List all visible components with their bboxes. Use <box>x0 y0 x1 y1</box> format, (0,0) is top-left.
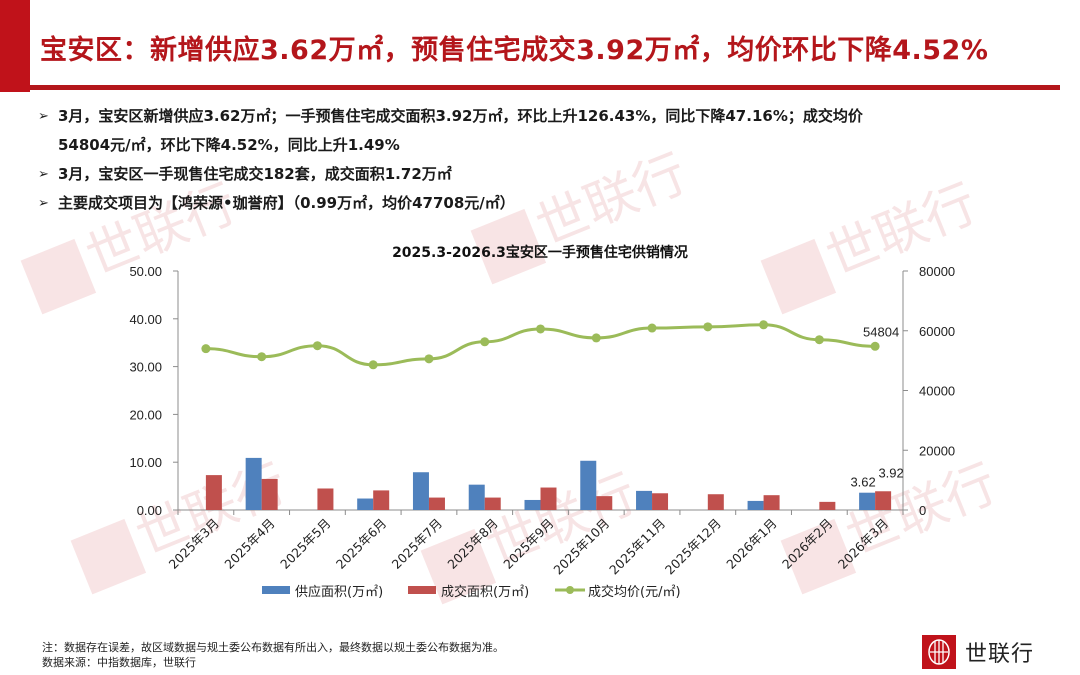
x-axis-tick-label: 2025年11月 <box>606 516 668 578</box>
bar <box>357 498 374 510</box>
bullet-text: 主要成交项目为【鸿荣源•珈誉府】（0.99万㎡，均价47708元/㎡） <box>58 194 515 212</box>
left-axis-tick-label: 0.00 <box>137 503 162 518</box>
x-axis-tick-label: 2025年9月 <box>500 516 556 572</box>
data-label: 3.92 <box>878 465 903 480</box>
title-underline <box>30 85 1060 90</box>
bar <box>652 493 669 510</box>
x-axis-tick-label: 2025年4月 <box>221 516 277 572</box>
price-point <box>759 320 769 330</box>
left-axis-tick-label: 20.00 <box>129 407 162 422</box>
title-accent-block <box>0 0 30 92</box>
bar <box>428 497 445 510</box>
left-axis-tick-label: 40.00 <box>129 312 162 327</box>
bullet-item: ➢ 主要成交项目为【鸿荣源•珈誉府】（0.99万㎡，均价47708元/㎡） <box>38 189 1048 218</box>
x-axis-tick-label: 2025年8月 <box>444 516 500 572</box>
x-axis-tick-label: 2026年3月 <box>835 516 891 572</box>
data-label: 3.62 <box>850 475 875 490</box>
x-axis-tick-label: 2026年1月 <box>723 516 779 572</box>
bar <box>636 490 653 510</box>
chart-title: 2025.3-2026.3宝安区一手预售住宅供销情况 <box>392 245 688 261</box>
right-axis-tick-label: 80000 <box>919 264 955 279</box>
left-axis-tick-label: 30.00 <box>129 360 162 375</box>
bar <box>596 496 613 510</box>
x-axis-tick-label: 2026年2月 <box>779 516 835 572</box>
title-bar: 宝安区：新增供应3.62万㎡，预售住宅成交3.92万㎡，均价环比下降4.52% <box>0 0 1080 92</box>
price-point <box>536 324 545 334</box>
supply-sales-chart: 2025.3-2026.3宝安区一手预售住宅供销情况 0.00 10.00 20.0… <box>0 230 1080 610</box>
footnote-note: 注：数据存在误差，故区域数据与规土委公布数据有所出入，最终数据以规土委公布数据为… <box>42 641 504 654</box>
bar <box>540 487 557 510</box>
x-axis-tick-label: 2025年12月 <box>662 516 724 578</box>
bar <box>859 492 876 510</box>
legend-swatch-icon <box>262 586 290 594</box>
footnote: 注：数据存在误差，故区域数据与规土委公布数据有所出入，最终数据以规土委公布数据为… <box>42 640 504 670</box>
data-label: 54804 <box>863 324 899 339</box>
price-point <box>312 341 322 351</box>
price-point <box>201 344 211 354</box>
left-axis-tick-label: 10.00 <box>129 455 162 470</box>
x-axis-tick-label: 2025年10月 <box>550 516 612 578</box>
bar <box>580 460 597 510</box>
price-point <box>257 352 267 362</box>
arrow-bullet-icon: ➢ <box>38 109 49 124</box>
bar <box>707 494 724 510</box>
price-point <box>480 337 490 347</box>
price-point <box>424 354 434 364</box>
price-point <box>814 335 824 345</box>
bullet-continuation: 54804元/㎡，环比下降4.52%，同比上升1.49% <box>38 131 1048 160</box>
bar <box>468 484 485 510</box>
bullet-text: 3月，宝安区一手现售住宅成交182套，成交面积1.72万㎡ <box>58 165 452 183</box>
bar <box>484 497 501 510</box>
legend-label: 成交面积(万㎡) <box>441 584 529 600</box>
price-point <box>870 341 880 351</box>
right-axis-tick-label: 40000 <box>919 384 955 399</box>
price-point <box>368 360 378 370</box>
legend-label: 成交均价(元/㎡) <box>588 584 681 600</box>
bar <box>317 488 334 510</box>
legend-label: 供应面积(万㎡) <box>295 584 383 600</box>
bar <box>205 475 222 510</box>
summary-bullets: ➢ 3月，宝安区新增供应3.62万㎡；一手预售住宅成交面积3.92万㎡，环比上升… <box>38 102 1048 218</box>
price-point <box>703 322 713 332</box>
left-axis-tick-label: 50.00 <box>129 264 162 279</box>
right-axis-tick-label: 20000 <box>919 443 955 458</box>
bar <box>875 491 892 510</box>
x-axis-tick-label: 2025年5月 <box>277 516 333 572</box>
price-point <box>647 323 657 333</box>
bar <box>373 490 390 510</box>
bullet-text: 3月，宝安区新增供应3.62万㎡；一手预售住宅成交面积3.92万㎡，环比上升12… <box>58 107 863 125</box>
arrow-bullet-icon: ➢ <box>38 196 49 211</box>
x-axis-tick-label: 2025年7月 <box>389 516 445 572</box>
bullet-item: ➢ 3月，宝安区新增供应3.62万㎡；一手预售住宅成交面积3.92万㎡，环比上升… <box>38 102 1048 131</box>
bar <box>747 500 764 510</box>
bar <box>763 495 780 510</box>
bar <box>524 499 541 510</box>
bar <box>819 501 836 510</box>
logo-text: 世联行 <box>965 642 1035 667</box>
right-axis-tick-label: 60000 <box>919 324 955 339</box>
right-axis-tick-label: 0 <box>919 503 926 518</box>
legend-swatch-icon <box>408 586 436 594</box>
price-point <box>591 333 601 343</box>
bar <box>261 478 278 510</box>
page-title: 宝安区：新增供应3.62万㎡，预售住宅成交3.92万㎡，均价环比下降4.52% <box>40 35 989 66</box>
x-axis-tick-label: 2025年6月 <box>333 516 389 572</box>
logo-mark-icon <box>922 635 956 669</box>
bar <box>412 472 429 510</box>
footnote-source: 数据来源：中指数据库，世联行 <box>42 656 196 669</box>
company-logo: 世联行 <box>922 635 1034 669</box>
chart-plot: 0.00 10.00 20.00 30.00 40.00 50.00 0 20000 40000… <box>129 264 955 600</box>
bullet-item: ➢ 3月，宝安区一手现售住宅成交182套，成交面积1.72万㎡ <box>38 160 1048 189</box>
bar <box>245 457 262 510</box>
x-axis-tick-label: 2025年3月 <box>166 516 222 572</box>
arrow-bullet-icon: ➢ <box>38 167 49 182</box>
bullet-text: 54804元/㎡，环比下降4.52%，同比上升1.49% <box>58 136 400 154</box>
